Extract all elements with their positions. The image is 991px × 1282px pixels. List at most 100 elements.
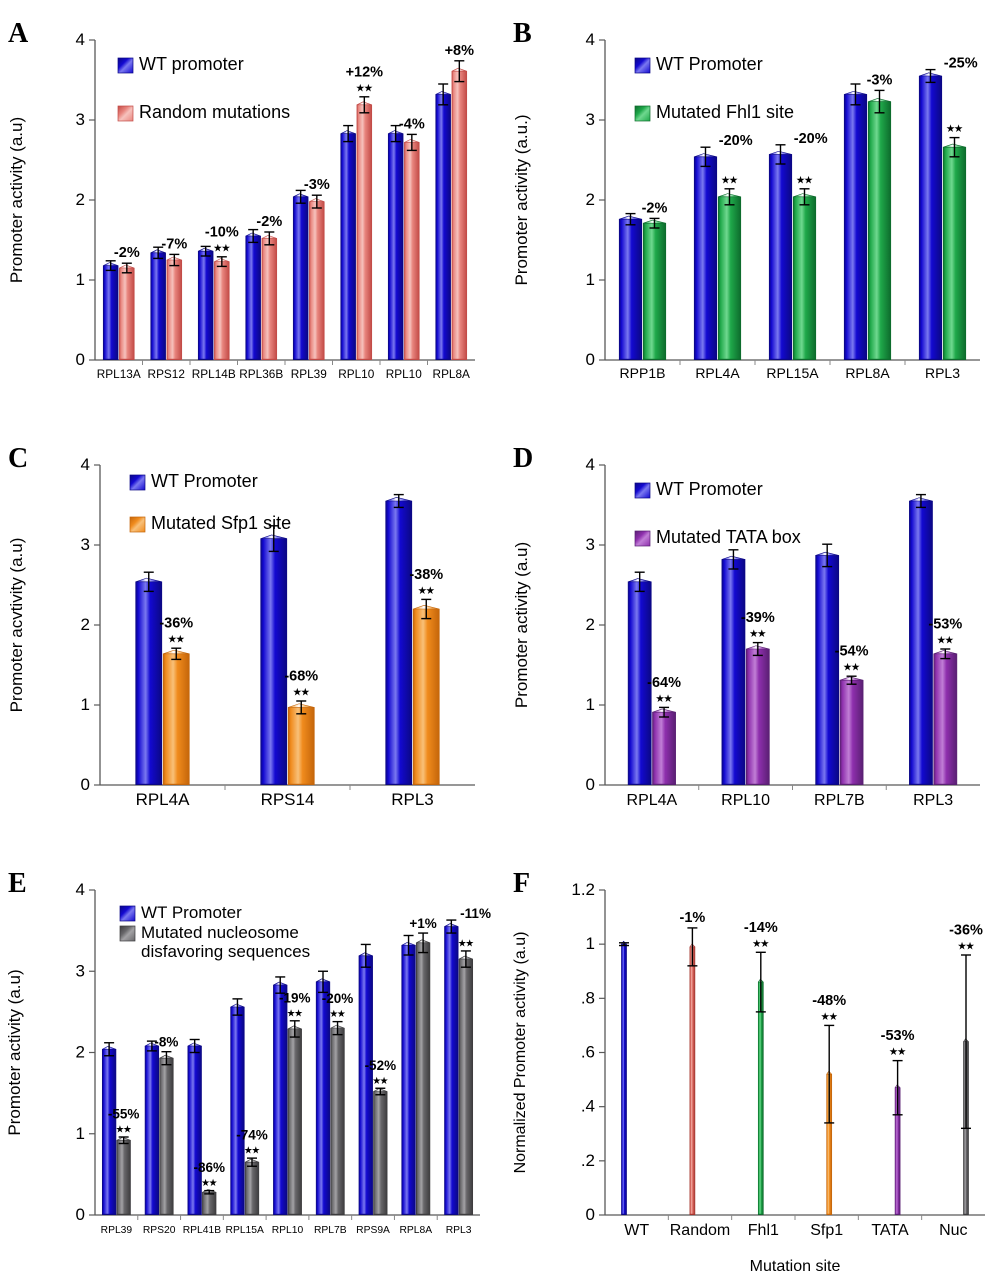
svg-text:.4: .4 — [581, 1097, 595, 1116]
svg-text:RPL10: RPL10 — [338, 367, 375, 381]
svg-text:RPL15A: RPL15A — [766, 365, 819, 381]
svg-text:★★: ★★ — [293, 687, 310, 697]
svg-text:-10%: -10% — [205, 224, 239, 240]
svg-text:-1%: -1% — [680, 910, 706, 926]
svg-text:★★: ★★ — [656, 693, 673, 703]
svg-text:RPP1B: RPP1B — [620, 365, 666, 381]
svg-text:★★: ★★ — [946, 124, 963, 134]
svg-text:4: 4 — [76, 880, 85, 899]
svg-text:RPL39: RPL39 — [101, 1225, 133, 1236]
svg-text:D: D — [513, 443, 533, 474]
svg-text:★★: ★★ — [168, 634, 185, 644]
svg-text:-14%: -14% — [744, 920, 778, 936]
svg-text:WT Promoter: WT Promoter — [656, 54, 763, 74]
svg-text:Mutation site: Mutation site — [750, 1258, 841, 1275]
svg-text:RPL10: RPL10 — [721, 792, 770, 809]
svg-text:RPL8A: RPL8A — [845, 365, 890, 381]
svg-text:Promoter activity (a.u): Promoter activity (a.u) — [5, 969, 24, 1135]
svg-text:-11%: -11% — [460, 906, 491, 921]
svg-text:-2%: -2% — [114, 245, 140, 261]
svg-text:0: 0 — [81, 775, 90, 794]
svg-text:-64%: -64% — [647, 675, 681, 691]
svg-text:-20%: -20% — [322, 991, 354, 1006]
svg-text:C: C — [8, 443, 28, 474]
svg-text:★★: ★★ — [286, 1008, 302, 1018]
svg-text:RPL10: RPL10 — [386, 367, 423, 381]
svg-text:disfavoring sequences: disfavoring sequences — [141, 942, 310, 961]
svg-text:-38%: -38% — [409, 567, 443, 583]
svg-text:0: 0 — [586, 350, 595, 369]
svg-text:RPL8A: RPL8A — [400, 1225, 433, 1236]
svg-text:Promoter activity (a.u): Promoter activity (a.u) — [512, 542, 531, 708]
svg-text:F: F — [513, 868, 530, 899]
svg-text:Normalized Promoter activity (: Normalized Promoter activity (a.u) — [512, 932, 529, 1174]
svg-text:+8%: +8% — [445, 43, 475, 59]
svg-text:-39%: -39% — [741, 610, 775, 626]
svg-text:WT Promoter: WT Promoter — [656, 479, 763, 499]
svg-text:B: B — [513, 18, 532, 49]
svg-text:0: 0 — [76, 350, 85, 369]
svg-text:★★: ★★ — [937, 635, 954, 645]
svg-text:Mutated TATA box: Mutated TATA box — [656, 527, 801, 547]
svg-text:RPL3: RPL3 — [446, 1225, 472, 1236]
svg-text:★★: ★★ — [721, 175, 738, 185]
svg-text:2: 2 — [81, 615, 90, 634]
svg-text:★★: ★★ — [214, 243, 231, 253]
svg-text:-25%: -25% — [944, 56, 978, 72]
svg-text:Promoter activity (a.u): Promoter activity (a.u) — [7, 117, 26, 283]
svg-text:★★: ★★ — [844, 662, 861, 672]
svg-text:RPL4A: RPL4A — [695, 365, 740, 381]
svg-text:RPL7B: RPL7B — [814, 792, 865, 809]
svg-text:1: 1 — [586, 695, 595, 714]
svg-text:-68%: -68% — [284, 669, 318, 685]
svg-text:1: 1 — [76, 270, 85, 289]
svg-text:-20%: -20% — [719, 133, 753, 149]
svg-text:-74%: -74% — [236, 1128, 268, 1143]
svg-text:★★: ★★ — [418, 585, 435, 595]
svg-text:★★: ★★ — [356, 83, 373, 93]
svg-text:RPL3: RPL3 — [391, 790, 434, 809]
svg-text:★★: ★★ — [821, 1011, 838, 1021]
svg-text:RPL8A: RPL8A — [433, 367, 471, 381]
svg-text:-2%: -2% — [256, 214, 282, 230]
svg-text:Mutated Fhl1 site: Mutated Fhl1 site — [656, 102, 794, 122]
svg-text:-20%: -20% — [794, 131, 828, 147]
svg-text:1: 1 — [586, 934, 595, 953]
svg-text:+1%: +1% — [409, 916, 436, 931]
svg-text:0: 0 — [586, 1205, 595, 1224]
svg-text:0: 0 — [586, 775, 595, 794]
svg-text:-55%: -55% — [108, 1107, 140, 1122]
svg-text:RPL3: RPL3 — [913, 792, 953, 809]
svg-text:★★: ★★ — [201, 1178, 217, 1188]
svg-text:-86%: -86% — [193, 1160, 225, 1175]
svg-text:4: 4 — [586, 30, 595, 49]
svg-text:3: 3 — [586, 110, 595, 129]
svg-text:3: 3 — [76, 110, 85, 129]
svg-text:-19%: -19% — [279, 990, 311, 1005]
svg-text:WT promoter: WT promoter — [139, 54, 244, 74]
svg-text:RPL39: RPL39 — [291, 367, 327, 381]
svg-text:RPL3: RPL3 — [925, 365, 960, 381]
svg-text:-8%: -8% — [154, 1035, 178, 1050]
svg-text:RPL15A: RPL15A — [226, 1225, 264, 1236]
svg-text:-3%: -3% — [867, 72, 893, 88]
svg-text:-48%: -48% — [812, 993, 846, 1009]
svg-text:★★: ★★ — [750, 629, 767, 639]
svg-text:-36%: -36% — [949, 923, 983, 939]
svg-text:★★: ★★ — [753, 938, 770, 948]
svg-text:Promoter acvtivity (a.u): Promoter acvtivity (a.u) — [7, 538, 26, 713]
svg-text:1.2: 1.2 — [571, 880, 595, 899]
svg-text:-3%: -3% — [304, 177, 330, 193]
svg-text:4: 4 — [81, 455, 90, 474]
svg-text:★★: ★★ — [796, 175, 813, 185]
svg-text:★★: ★★ — [457, 938, 473, 948]
svg-text:E: E — [8, 868, 27, 899]
svg-text:RPL41B: RPL41B — [183, 1225, 221, 1236]
svg-text:RPL13A: RPL13A — [97, 367, 141, 381]
svg-text:RPL4A: RPL4A — [627, 792, 678, 809]
svg-text:★★: ★★ — [329, 1009, 345, 1019]
svg-text:RPS14: RPS14 — [261, 790, 315, 809]
svg-text:Random mutations: Random mutations — [139, 102, 290, 122]
svg-text:RPS9A: RPS9A — [356, 1225, 390, 1236]
svg-text:1: 1 — [81, 695, 90, 714]
